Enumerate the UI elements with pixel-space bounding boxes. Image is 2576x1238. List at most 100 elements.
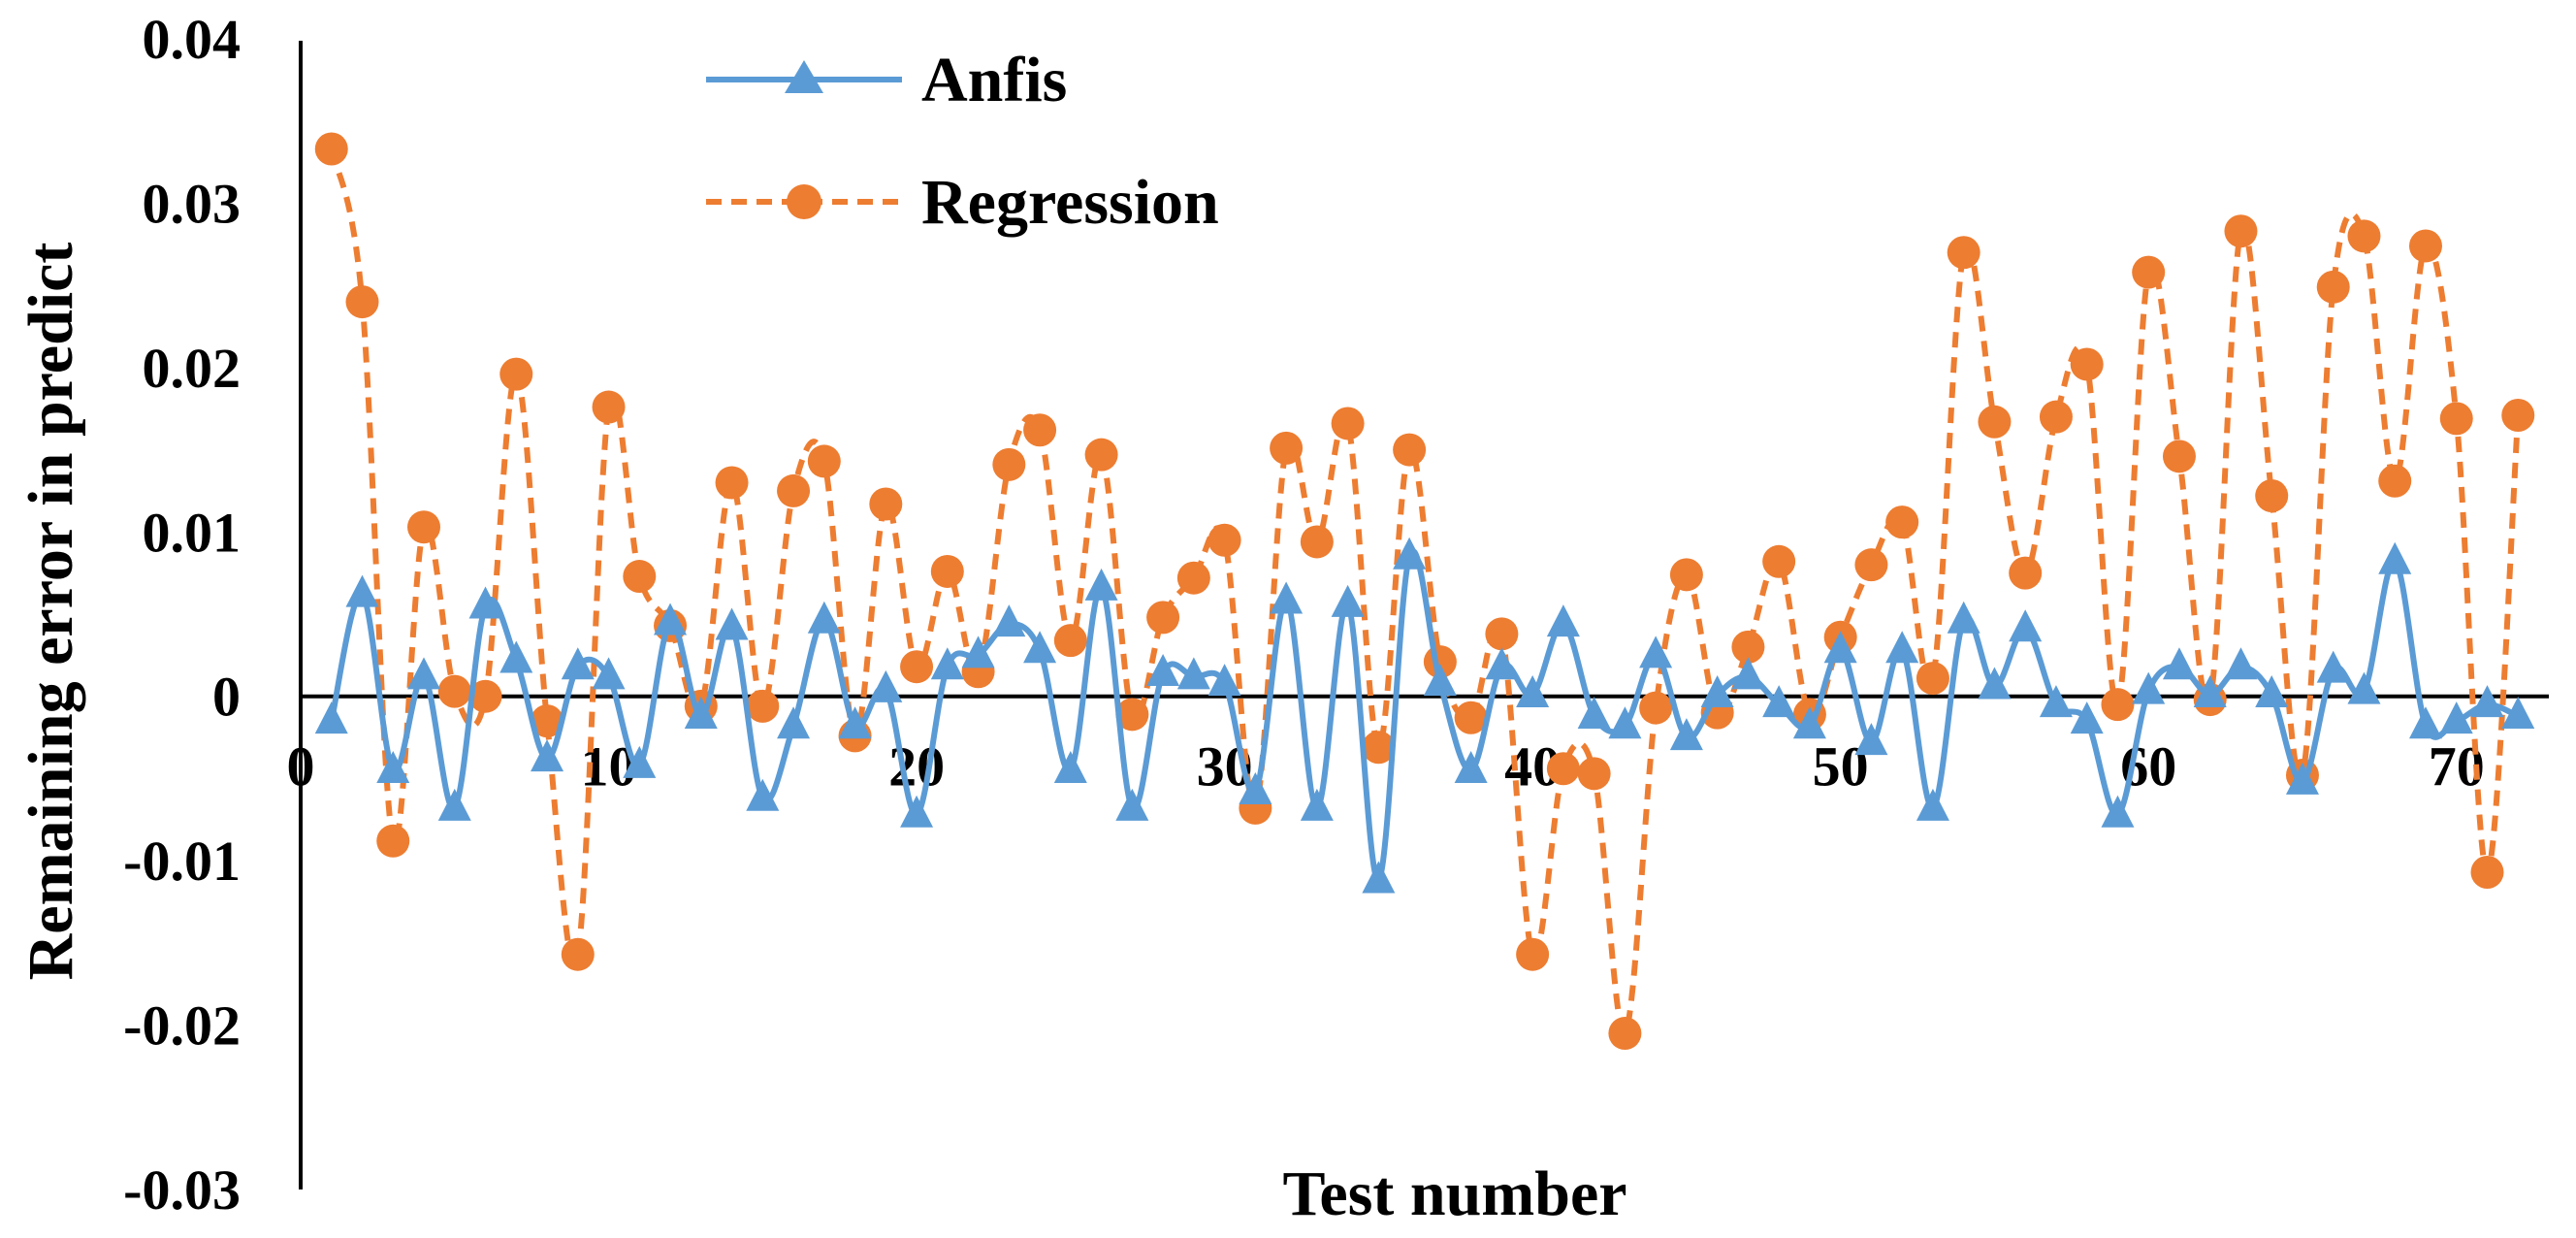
data-point-regression (1023, 413, 1057, 447)
data-point-anfis (1885, 631, 1919, 664)
data-point-regression (2162, 440, 2196, 473)
data-point-anfis (2439, 701, 2473, 734)
data-point-anfis (437, 788, 471, 821)
data-point-anfis (592, 657, 626, 690)
data-point-regression (1916, 662, 1949, 696)
data-point-anfis (1639, 635, 1673, 668)
data-point-anfis (1516, 675, 1550, 708)
data-point-anfis (468, 586, 502, 619)
legend-label-anfis: Anfis (921, 45, 1067, 115)
data-point-regression (2101, 688, 2135, 722)
data-point-regression (1546, 752, 1580, 786)
data-point-anfis (1270, 581, 1304, 614)
y-tick-label: 0.03 (143, 172, 242, 235)
data-point-anfis (1393, 537, 1427, 570)
data-point-anfis (1608, 706, 1642, 739)
data-point-anfis (2009, 609, 2043, 642)
data-point-regression (1053, 624, 1087, 658)
data-point-regression (2470, 856, 2504, 890)
data-point-regression (715, 466, 749, 500)
data-point-anfis (499, 640, 533, 673)
data-point-regression (407, 510, 441, 544)
data-point-regression (1639, 691, 1673, 725)
data-point-anfis (1331, 584, 1365, 617)
legend-label-regression: Regression (921, 167, 1219, 238)
data-point-regression (531, 704, 564, 738)
data-point-regression (1331, 407, 1365, 440)
data-point-anfis (2039, 685, 2073, 718)
legend-item-anfis: Anfis (706, 45, 1067, 115)
data-point-anfis (1762, 685, 1796, 718)
data-point-regression (992, 447, 1026, 481)
data-point-anfis (1700, 675, 1734, 708)
data-point-anfis (2224, 647, 2258, 680)
data-point-regression (746, 689, 780, 723)
data-point-anfis (376, 750, 410, 783)
data-point-anfis (407, 657, 441, 690)
legend: Anfis Regression (706, 45, 1219, 238)
data-point-regression (314, 132, 348, 166)
data-point-regression (561, 937, 595, 971)
data-point-regression (2378, 464, 2412, 498)
data-point-regression (1270, 431, 1304, 465)
data-point-anfis (2501, 697, 2535, 730)
data-point-regression (807, 444, 841, 478)
data-point-regression (1762, 544, 1796, 578)
data-point-anfis (1454, 750, 1488, 783)
data-point-regression (2316, 270, 2350, 304)
data-point-anfis (1300, 788, 1334, 821)
data-point-anfis (2132, 671, 2166, 704)
data-point-regression (1362, 731, 1396, 765)
y-tick-label: 0.04 (143, 8, 242, 71)
data-point-regression (930, 554, 964, 588)
data-point-regression (1300, 525, 1334, 559)
data-point-regression (2408, 229, 2442, 263)
data-point-regression (1485, 617, 1519, 651)
data-point-anfis (1577, 697, 1611, 730)
data-point-anfis (2285, 762, 2319, 795)
data-point-anfis (838, 706, 872, 739)
data-point-regression (1947, 236, 1980, 270)
data-point-regression (1731, 630, 1765, 664)
x-tick-label: 0 (287, 735, 315, 798)
data-point-regression (869, 487, 903, 521)
data-point-anfis (1023, 631, 1057, 664)
data-point-regression (1577, 757, 1611, 791)
data-point-anfis (1731, 657, 1765, 690)
data-point-anfis (715, 607, 749, 640)
x-tick-label: 50 (1813, 735, 1869, 798)
data-point-anfis (314, 701, 348, 734)
data-point-anfis (2347, 671, 2381, 704)
data-point-regression (777, 473, 811, 507)
data-point-anfis (531, 739, 564, 772)
data-point-anfis (1546, 604, 1580, 637)
y-axis-title: Remaining error in predict (16, 243, 86, 981)
data-point-regression (1669, 558, 1703, 592)
data-point-regression (1978, 405, 2012, 439)
data-point-anfis (1084, 568, 1118, 601)
data-point-anfis (654, 603, 688, 635)
series-regression (314, 132, 2535, 1051)
data-point-anfis (561, 647, 595, 680)
data-point-anfis (900, 795, 934, 828)
data-point-regression (499, 357, 533, 391)
data-point-regression (437, 674, 471, 708)
data-point-regression (376, 824, 410, 858)
x-axis-title: Test number (1282, 1158, 1626, 1229)
data-point-anfis (2162, 647, 2196, 680)
data-point-anfis (992, 604, 1026, 637)
data-point-regression (900, 650, 934, 684)
data-point-regression (1176, 561, 1210, 595)
data-point-anfis (684, 697, 718, 730)
data-point-anfis (2470, 685, 2504, 718)
data-point-anfis (1947, 601, 1980, 634)
data-point-regression (1393, 433, 1427, 467)
data-point-regression (623, 560, 657, 594)
data-point-anfis (2193, 675, 2227, 708)
data-point-regression (2224, 214, 2258, 248)
data-point-anfis (961, 635, 995, 668)
legend-item-regression: Regression (706, 167, 1219, 238)
data-point-regression (2132, 255, 2166, 289)
data-point-anfis (2378, 541, 2412, 574)
